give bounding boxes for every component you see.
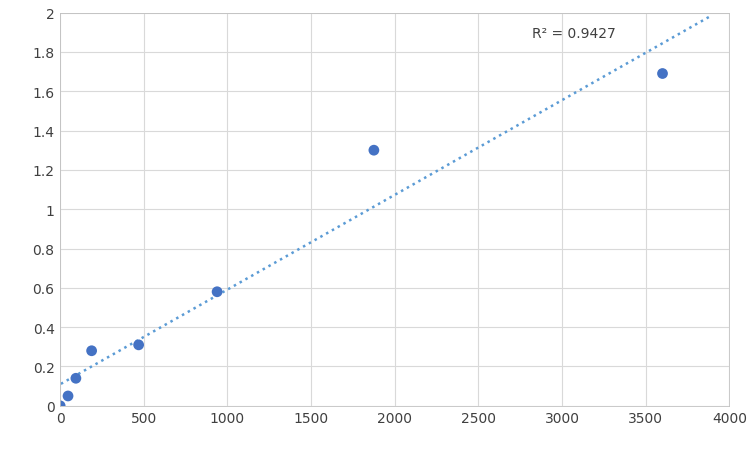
Point [86,347,98,354]
Point [70,375,82,382]
Point [368,147,380,154]
Point [211,289,223,296]
Point [656,71,669,78]
Text: R² = 0.9427: R² = 0.9427 [532,27,616,41]
Point [62,392,74,400]
Point [132,341,144,349]
Point [54,402,66,410]
